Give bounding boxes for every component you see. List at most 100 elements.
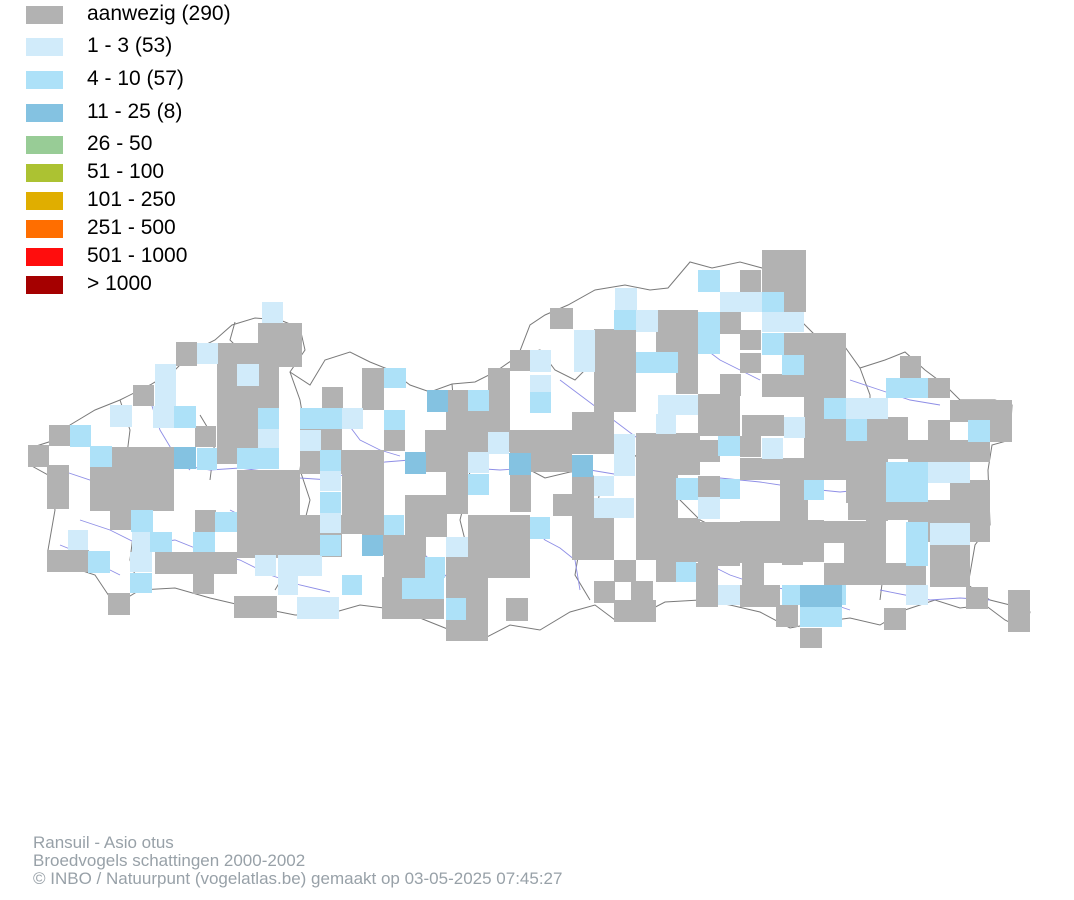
grid-cell-present <box>614 600 656 622</box>
grid-cell-1-3 <box>488 432 509 454</box>
grid-cell-4-10 <box>676 562 696 582</box>
grid-cell-4-10 <box>906 522 928 566</box>
grid-cell-1-3 <box>155 364 176 406</box>
legend-swatch <box>26 38 63 56</box>
legend-item-1-3: 1 - 3 (53) <box>26 34 286 60</box>
grid-cell-4-10 <box>762 333 784 355</box>
grid-cell-present <box>782 543 803 565</box>
grid-cell-11-25 <box>362 535 383 556</box>
grid-cell-present <box>155 552 237 574</box>
grid-cell-1-3 <box>237 364 259 386</box>
grid-cell-1-3 <box>594 498 634 518</box>
grid-cell-1-3 <box>110 405 132 427</box>
grid-cell-present <box>488 557 530 578</box>
grid-cell-4-10 <box>800 605 842 627</box>
legend-item-over-1000: > 1000 <box>26 272 286 298</box>
grid-cell-present <box>990 422 1012 442</box>
grid-cell-present <box>468 515 530 557</box>
grid-cell-present <box>698 394 740 436</box>
grid-cell-4-10 <box>468 474 489 495</box>
legend-swatch <box>26 164 63 182</box>
grid-cell-1-3 <box>658 395 698 415</box>
legend-label: 4 - 10 (57) <box>87 67 184 90</box>
grid-cell-1-3 <box>594 476 614 496</box>
grid-cell-1-3 <box>320 470 341 491</box>
grid-cell-present <box>908 440 990 462</box>
grid-cell-present <box>614 560 636 582</box>
grid-cell-4-10 <box>782 355 804 375</box>
legend-swatch <box>26 104 63 122</box>
grid-cell-1-3 <box>656 414 676 434</box>
grid-cell-present <box>700 440 720 462</box>
grid-cell-11-25 <box>572 455 593 477</box>
grid-cell-present <box>720 374 741 396</box>
grid-cell-1-3 <box>720 292 762 312</box>
legend-swatch <box>26 6 63 24</box>
grid-cell-present <box>572 412 614 454</box>
legend-item-101-250: 101 - 250 <box>26 188 286 214</box>
grid-cell-present <box>928 378 950 398</box>
grid-cell-present <box>550 308 573 329</box>
legend-item-aanwezig: aanwezig (290) <box>26 2 286 28</box>
grid-cell-1-3 <box>530 350 551 372</box>
grid-cell-present <box>698 476 720 497</box>
grid-cell-1-3 <box>928 462 970 483</box>
grid-cell-present <box>49 425 70 446</box>
grid-cell-present <box>780 479 808 521</box>
grid-cell-4-10 <box>384 410 405 430</box>
grid-cell-present <box>740 458 804 480</box>
grid-cell-present <box>740 436 761 457</box>
grid-cell-present <box>908 500 950 522</box>
grid-cell-1-3 <box>636 310 658 332</box>
grid-cell-1-3 <box>446 537 468 557</box>
grid-cell-present <box>824 521 886 543</box>
grid-cell-1-3 <box>846 398 888 419</box>
grid-cell-11-25 <box>405 452 426 474</box>
grid-cell-4-10 <box>402 578 444 599</box>
grid-cell-1-3 <box>698 497 720 519</box>
grid-cells <box>28 250 1030 648</box>
dataset-title: Broedvogels schattingen 2000-2002 <box>33 851 306 870</box>
grid-cell-4-10 <box>384 515 404 535</box>
grid-cell-1-3 <box>278 555 300 576</box>
grid-cell-present <box>740 330 761 350</box>
grid-cell-11-25 <box>427 390 448 412</box>
grid-cell-present <box>108 593 130 615</box>
grid-cell-4-10 <box>846 419 867 441</box>
grid-cell-4-10 <box>215 512 237 532</box>
grid-cell-1-3 <box>132 530 152 552</box>
grid-cell-present <box>195 426 216 447</box>
grid-cell-1-3 <box>615 288 637 310</box>
grid-cell-1-3 <box>258 427 279 448</box>
grid-cell-present <box>193 573 214 594</box>
grid-cell-present <box>631 581 653 603</box>
grid-cell-4-10 <box>88 551 110 573</box>
grid-cell-present <box>553 494 574 516</box>
grid-cell-present <box>47 465 69 509</box>
grid-cell-4-10 <box>804 480 824 500</box>
grid-cell-present <box>658 518 700 540</box>
grid-cell-4-10 <box>530 517 550 539</box>
grid-cell-present <box>824 563 845 585</box>
grid-cell-1-3 <box>300 430 321 451</box>
grid-cell-present <box>656 310 698 352</box>
grid-cell-present <box>362 368 384 410</box>
copyright-credit: © INBO / Natuurpunt (vogelatlas.be) gema… <box>33 869 563 888</box>
grid-cell-present <box>425 430 446 472</box>
grid-cell-present <box>720 312 741 334</box>
grid-cell-1-3 <box>278 575 298 595</box>
grid-cell-present <box>844 543 886 585</box>
grid-cell-4-10 <box>425 557 445 578</box>
grid-cell-4-10 <box>90 446 112 467</box>
grid-cell-present <box>446 390 468 514</box>
grid-cell-1-3 <box>197 343 218 364</box>
grid-cell-1-3 <box>784 417 805 438</box>
grid-cell-11-25 <box>174 447 196 469</box>
map-footer: Ransuil - Asio otus Broedvogels schattin… <box>33 834 562 888</box>
grid-cell-present <box>615 390 636 411</box>
grid-cell-present <box>800 628 822 648</box>
grid-cell-4-10 <box>886 378 928 398</box>
grid-cell-1-3 <box>762 312 804 332</box>
grid-cell-4-10 <box>698 270 720 292</box>
